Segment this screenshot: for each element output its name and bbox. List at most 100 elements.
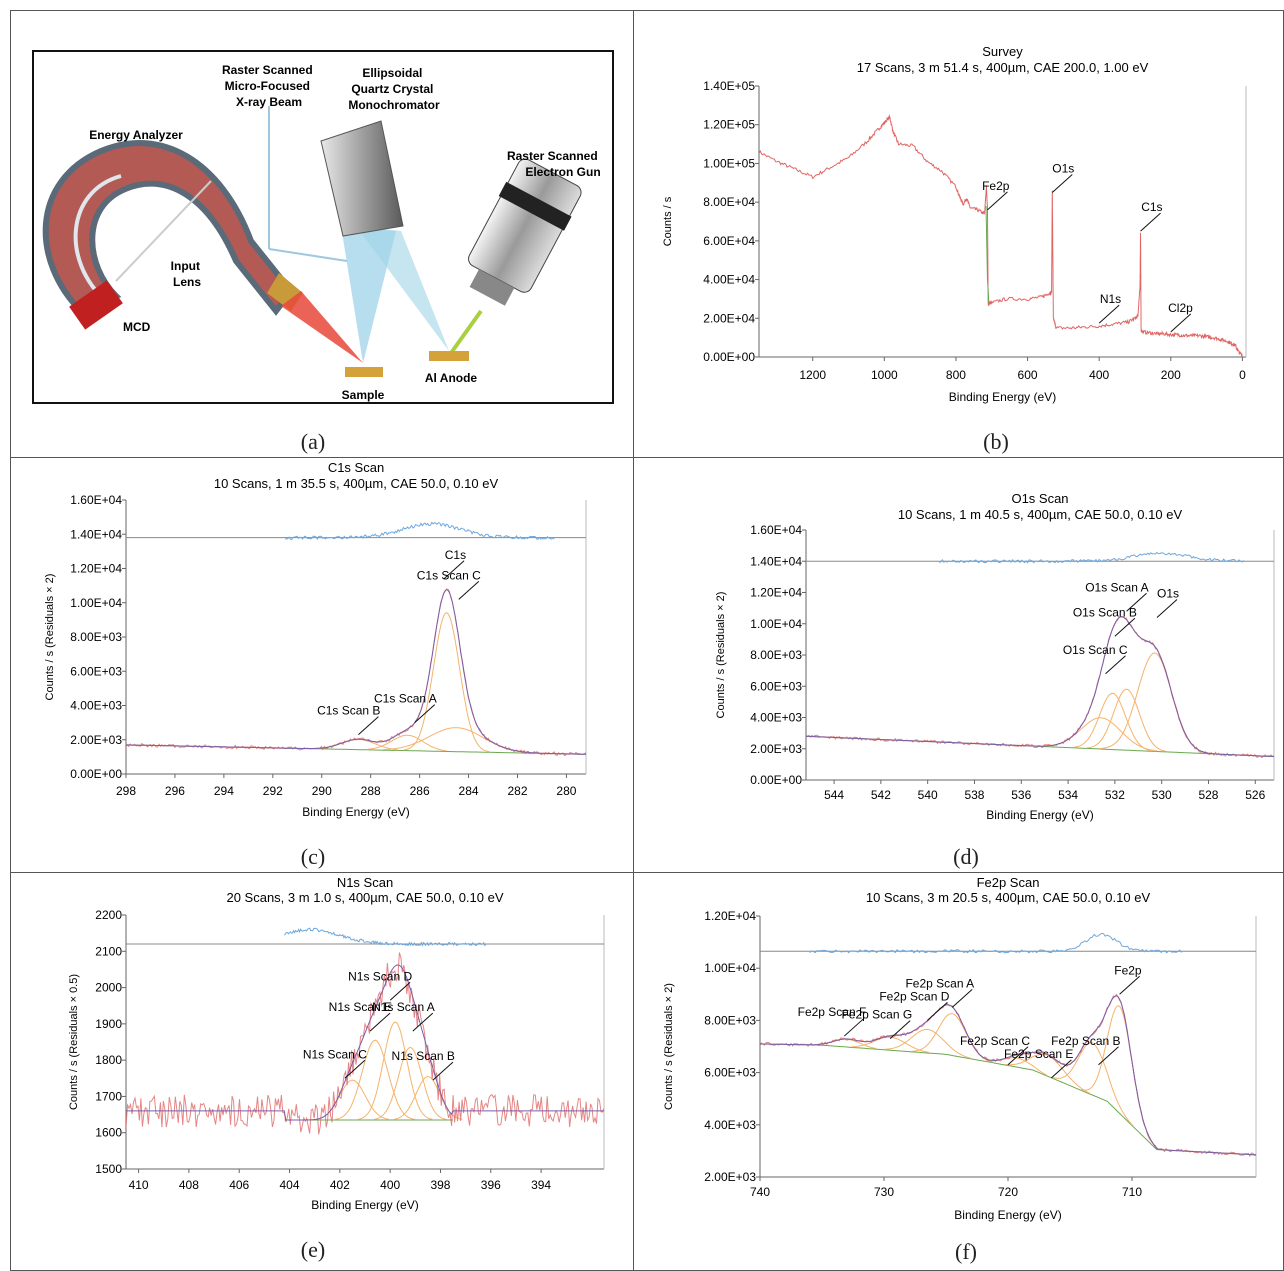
- chart-subtitle: 20 Scans, 3 m 1.0 s, 400µm, CAE 50.0, 0.…: [226, 890, 503, 905]
- annotation-leader: [951, 988, 973, 1008]
- y-tick-label: 1.20E+05: [703, 118, 755, 132]
- chart-subtitle: 17 Scans, 3 m 51.4 s, 400µm, CAE 200.0, …: [857, 60, 1149, 75]
- x-axis-label: Binding Energy (eV): [954, 1208, 1061, 1222]
- residual-line: [284, 927, 487, 948]
- annotation-leader: [1119, 975, 1140, 995]
- y-tick-label: 1.20E+04: [70, 562, 122, 576]
- x-tick-label: 534: [1058, 788, 1078, 802]
- y-tick-label: 0.00E+00: [703, 350, 755, 364]
- annotation-leader: [1098, 1046, 1119, 1066]
- envelope-line: [806, 616, 1274, 758]
- x-tick-label: 402: [330, 1178, 350, 1192]
- x-tick-label: 1000: [871, 368, 898, 382]
- plot-area: [126, 927, 604, 1135]
- panel-label-d: (d): [953, 844, 979, 869]
- x-tick-label: 396: [481, 1178, 501, 1192]
- x-axis-label: Binding Energy (eV): [986, 808, 1093, 822]
- annotation-leader: [432, 1061, 454, 1081]
- annotation-label: N1s Scan A: [372, 1000, 435, 1014]
- annotation-leader: [458, 580, 480, 600]
- plot-area: [759, 113, 1243, 357]
- y-axis-label: Counts / s (Residuals × 0.5): [68, 974, 80, 1110]
- annotation-leader: [369, 1012, 391, 1032]
- plot-area: [760, 932, 1256, 1158]
- panel-d: O1s Scan 10 Scans, 1 m 40.5 s, 400µm, CAE…: [633, 457, 1284, 873]
- annotation-label: O1s: [1157, 587, 1179, 601]
- x-axis-label: Binding Energy (eV): [311, 1198, 418, 1212]
- panel-b: Survey 17 Scans, 3 m 51.4 s, 400µm, CAE 2…: [633, 10, 1284, 458]
- y-tick-label: 0.00E+00: [750, 773, 802, 787]
- annotation-label: Fe2p Scan B: [1051, 1034, 1120, 1048]
- y-tick-label: 6.00E+03: [70, 664, 122, 678]
- y-tick-label: 6.00E+03: [704, 1066, 756, 1080]
- y-axis-label: Counts / s (Residuals × 2): [663, 983, 675, 1110]
- panel-e: N1s Scan 20 Scans, 3 m 1.0 s, 400µm, CAE …: [10, 872, 634, 1271]
- x-axis-label: Binding Energy (eV): [302, 805, 409, 819]
- annotation-leader: [443, 560, 465, 580]
- x-tick-label: 404: [280, 1178, 300, 1192]
- chart-title: O1s Scan: [1011, 491, 1068, 506]
- x-tick-label: 400: [380, 1178, 400, 1192]
- chart-title: Fe2p Scan: [977, 875, 1040, 890]
- x-tick-label: 284: [459, 784, 479, 798]
- annotation-leader: [1051, 174, 1073, 193]
- x-tick-label: 298: [116, 784, 136, 798]
- energy-analyzer-shape: [42, 140, 295, 316]
- raster-beam-label: Raster Scanned Micro-Focused X-ray Beam: [222, 63, 316, 109]
- annotation-leader: [987, 191, 1008, 211]
- al-anode-block: [429, 351, 469, 361]
- annotation-label: Cl2p: [1168, 301, 1193, 315]
- annotation-leader: [927, 1002, 948, 1021]
- x-tick-label: 200: [1161, 368, 1181, 382]
- analyzer-axis-line: [115, 180, 212, 282]
- x-tick-label: 410: [129, 1178, 149, 1192]
- chart-title: Survey: [982, 44, 1023, 59]
- annotation-label: Fe2p: [1114, 963, 1142, 977]
- annotation-leader: [1105, 655, 1126, 675]
- y-tick-label: 8.00E+03: [70, 630, 122, 644]
- y-tick-label: 4.00E+04: [703, 273, 755, 287]
- y-tick-label: 4.00E+03: [70, 699, 122, 713]
- component-peak-4: [373, 1046, 448, 1120]
- sample-label: Sample: [342, 388, 385, 402]
- y-tick-label: 4.00E+03: [704, 1118, 756, 1132]
- component-peak-7: [1051, 1042, 1134, 1127]
- y-tick-label: 1.40E+05: [703, 79, 755, 93]
- y-tick-label: 1.00E+05: [703, 156, 755, 170]
- annotation-label: N1s: [1100, 292, 1121, 306]
- component-peak-4: [403, 612, 490, 753]
- y-tick-label: 1800: [95, 1053, 122, 1067]
- y-tick-label: 2.00E+03: [704, 1170, 756, 1184]
- annotation-leader: [412, 1012, 434, 1032]
- panel-c: C1s Scan 10 Scans, 1 m 35.5 s, 400µm, CAE…: [10, 457, 634, 873]
- y-tick-label: 8.00E+04: [703, 195, 755, 209]
- plot-area: [806, 551, 1274, 758]
- y-tick-label: 1.20E+04: [750, 586, 802, 600]
- annotation-label: C1s: [445, 548, 466, 562]
- y-tick-label: 1600: [95, 1126, 122, 1140]
- y-tick-label: 1.00E+04: [750, 617, 802, 631]
- raw-data-line: [126, 588, 586, 756]
- annotation-label: C1s Scan A: [374, 692, 437, 706]
- x-tick-label: 406: [229, 1178, 249, 1192]
- y-tick-label: 2.00E+03: [70, 733, 122, 747]
- y-axis-label: Counts / s (Residuals × 2): [715, 592, 727, 719]
- annotation-leader: [1140, 212, 1161, 232]
- y-tick-label: 1.20E+04: [704, 909, 756, 923]
- component-peak-6: [1004, 1053, 1091, 1095]
- component-peak-3: [357, 1021, 433, 1120]
- y-tick-label: 1.40E+04: [70, 527, 122, 541]
- x-tick-label: 528: [1198, 788, 1218, 802]
- annotation-leader: [1051, 1059, 1072, 1079]
- component-peak-3: [1086, 688, 1166, 752]
- x-tick-label: 600: [1018, 368, 1038, 382]
- component-peak-4: [1099, 652, 1209, 754]
- source-beam: [356, 226, 449, 351]
- annotation-leader: [358, 716, 379, 735]
- annotation-label: Fe2p Scan E: [1004, 1047, 1073, 1061]
- x-tick-label: 282: [507, 784, 527, 798]
- chart-subtitle: 10 Scans, 3 m 20.5 s, 400µm, CAE 50.0, 0…: [866, 890, 1151, 905]
- y-tick-label: 4.00E+03: [750, 711, 802, 725]
- beam-pointer-arrow: [268, 248, 348, 262]
